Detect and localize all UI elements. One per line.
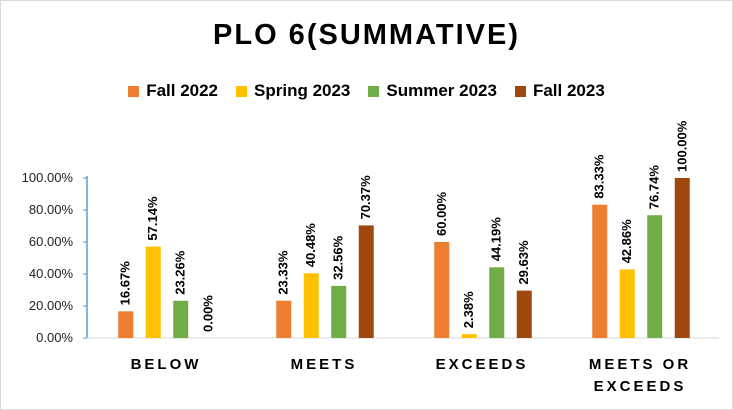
data-label: 40.48% bbox=[303, 223, 318, 268]
legend-item-1: Spring 2023 bbox=[236, 81, 350, 101]
legend-swatch bbox=[236, 85, 248, 97]
data-label: 32.56% bbox=[331, 235, 346, 280]
y-tick-label: 0.00% bbox=[36, 330, 73, 345]
legend-label: Summer 2023 bbox=[386, 81, 497, 100]
data-label: 60.00% bbox=[434, 191, 449, 236]
bar-1-3 bbox=[619, 269, 635, 338]
bar-0-1 bbox=[276, 300, 292, 338]
data-label: 44.19% bbox=[489, 217, 504, 262]
y-tick-label: 20.00% bbox=[29, 298, 74, 313]
y-tick-label: 80.00% bbox=[29, 202, 74, 217]
y-tick-label: 60.00% bbox=[29, 234, 74, 249]
legend: Fall 2022 Spring 2023 Summer 2023 Fall 2023 bbox=[1, 81, 732, 101]
bar-2-0 bbox=[173, 300, 189, 338]
data-label: 57.14% bbox=[145, 196, 160, 241]
bar-3-3 bbox=[674, 178, 690, 338]
data-label: 0.00% bbox=[200, 295, 215, 332]
data-label: 76.74% bbox=[647, 165, 662, 210]
chart-title: PLO 6(SUMMATIVE) bbox=[213, 19, 520, 51]
bar-3-1 bbox=[358, 225, 374, 338]
data-label: 2.38% bbox=[461, 291, 476, 328]
data-label: 23.26% bbox=[173, 250, 188, 295]
data-label: 100.00% bbox=[674, 120, 689, 172]
category-label: MEETS bbox=[291, 356, 358, 373]
data-label: 42.86% bbox=[619, 219, 634, 264]
data-label: 29.63% bbox=[516, 240, 531, 285]
legend-item-3: Fall 2023 bbox=[514, 81, 605, 101]
bar-2-3 bbox=[647, 215, 663, 338]
bar-1-0 bbox=[145, 246, 161, 338]
legend-swatch bbox=[514, 85, 526, 97]
bar-2-2 bbox=[489, 267, 505, 338]
bar-1-2 bbox=[461, 334, 477, 338]
bar-0-3 bbox=[592, 204, 608, 338]
legend-swatch bbox=[128, 85, 140, 97]
legend-label: Fall 2023 bbox=[532, 81, 605, 100]
bar-0-2 bbox=[434, 242, 450, 338]
legend-label: Fall 2022 bbox=[146, 81, 219, 100]
data-label: 83.33% bbox=[592, 154, 607, 199]
bar-2-1 bbox=[331, 285, 347, 338]
category-label: EXCEEDS bbox=[436, 356, 529, 373]
category-label: MEETS OR EXCEEDS bbox=[589, 356, 691, 395]
bar-0-0 bbox=[118, 311, 134, 338]
legend-item-2: Summer 2023 bbox=[368, 81, 497, 101]
y-tick-label: 100.00% bbox=[22, 170, 74, 185]
bar-1-1 bbox=[303, 273, 319, 338]
category-label: BELOW bbox=[131, 356, 202, 373]
legend-item-0: Fall 2022 bbox=[128, 81, 218, 101]
bar-3-2 bbox=[516, 290, 532, 338]
legend-swatch bbox=[368, 85, 380, 97]
data-label: 23.33% bbox=[276, 250, 291, 295]
data-label: 70.37% bbox=[358, 175, 373, 220]
data-label: 16.67% bbox=[118, 261, 133, 306]
legend-label: Spring 2023 bbox=[254, 81, 351, 100]
y-tick-label: 40.00% bbox=[29, 266, 74, 281]
